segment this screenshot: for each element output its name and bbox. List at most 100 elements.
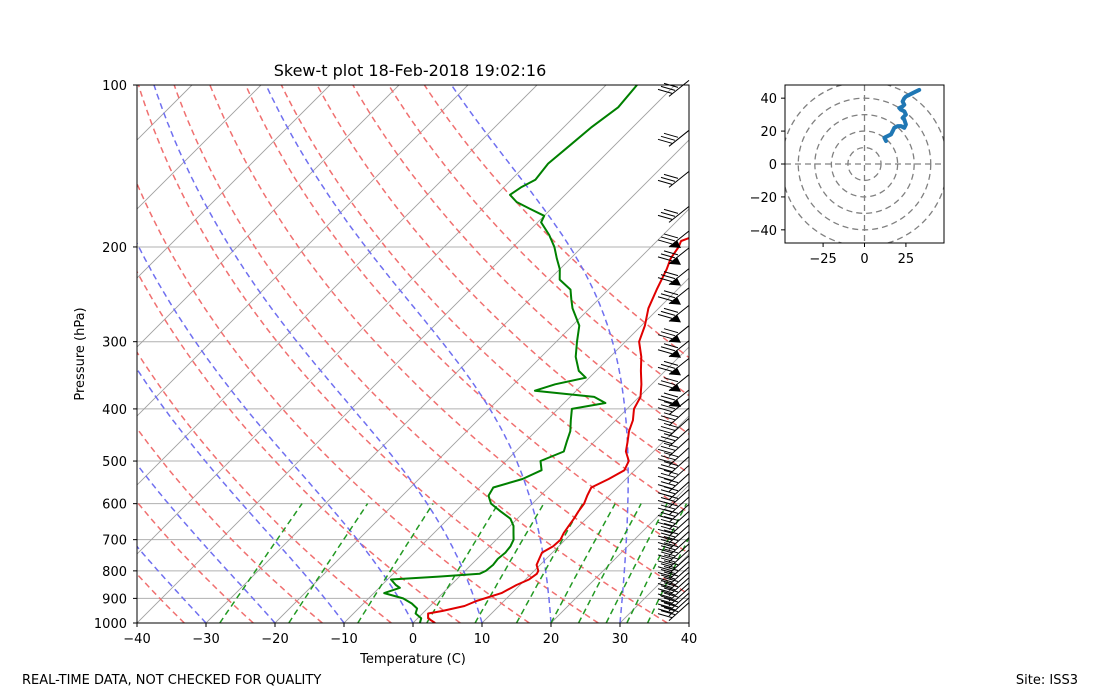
- dewpoint-line: [383, 85, 638, 623]
- wind-barb: [657, 602, 690, 622]
- wind-barb-feather: [657, 613, 673, 619]
- wind-barb-staff: [668, 205, 690, 223]
- dry-adiabat-270: [137, 350, 392, 623]
- wind-barb-staff: [668, 407, 690, 427]
- wind-barb-feather: [657, 313, 673, 319]
- wind-barb-staff: [668, 587, 690, 607]
- wind-barb-feather: [660, 331, 676, 337]
- isotherm--110: [137, 85, 193, 141]
- wind-barb-flag: [669, 239, 681, 248]
- wind-barb: [657, 597, 690, 617]
- wind-barb: [657, 129, 690, 147]
- wind-barb-feather: [660, 472, 676, 478]
- wind-barb-feather: [660, 293, 676, 299]
- wind-barb-flag: [669, 296, 681, 305]
- mixing-ratio-line: [577, 503, 642, 623]
- wind-barb-feather: [660, 610, 676, 616]
- y-tick-label: 100: [102, 79, 127, 94]
- wind-barb-feather: [657, 428, 673, 434]
- wind-barb-feather: [657, 603, 673, 609]
- skewt-plot: Skew-t plot 18-Feb-2018 19:02:16 −40 −30−…: [73, 61, 698, 667]
- hodograph-x-tick-label: 25: [898, 252, 915, 267]
- wind-barb-feather: [663, 132, 679, 138]
- isotherm--80: [137, 85, 400, 348]
- wind-barb: [657, 543, 690, 563]
- x-tick-label: 40: [681, 632, 698, 647]
- wind-barb-feather: [663, 542, 679, 548]
- wind-barb-feather: [660, 346, 676, 352]
- y-tick-label: 400: [102, 403, 127, 418]
- hodograph-x-tick-label: −25: [809, 252, 836, 267]
- isotherm--70: [137, 85, 469, 417]
- wind-barb-staff: [668, 129, 690, 147]
- x-tick-label: −40: [123, 632, 150, 647]
- wind-barb-feather: [663, 529, 679, 535]
- wind-barb-feather: [660, 511, 676, 517]
- wind-barb-feather: [663, 592, 679, 598]
- wind-barb-feather: [657, 598, 673, 604]
- wind-barb-flag: [669, 367, 681, 376]
- wind-barb-feather: [657, 277, 673, 283]
- wind-barb-staff: [668, 456, 690, 476]
- wind-barb: [657, 592, 690, 612]
- hodograph-y-tick-label: −40: [750, 224, 777, 239]
- wind-barb: [657, 268, 690, 286]
- wind-barb-staff: [668, 597, 690, 617]
- wind-barb-staff: [668, 549, 690, 569]
- dry-adiabat-380: [423, 85, 689, 359]
- wind-barb-feather: [660, 563, 676, 569]
- wind-barb-staff: [668, 566, 690, 586]
- isotherm-40: [688, 622, 689, 623]
- y-tick-label: 900: [102, 592, 127, 607]
- wind-barb: [657, 418, 690, 437]
- y-tick-label: 300: [102, 336, 127, 351]
- wind-barb-feather: [657, 418, 673, 424]
- wind-barb-feather: [660, 274, 676, 280]
- wind-barb-feather: [657, 407, 673, 413]
- wind-barb-flag: [669, 277, 681, 286]
- x-tick-label: −30: [192, 632, 219, 647]
- wind-barb-staff: [668, 572, 690, 591]
- x-tick-label: 30: [612, 632, 629, 647]
- wind-barb: [657, 171, 690, 188]
- x-tick-label: 0: [409, 632, 417, 647]
- wind-barb-feather: [657, 239, 673, 245]
- wind-barb-feather: [657, 467, 673, 473]
- wind-barb-feather: [660, 395, 676, 401]
- y-axis-label: Pressure (hPa): [73, 307, 88, 400]
- wind-barb-feather: [657, 588, 673, 594]
- isotherm-30: [619, 553, 689, 623]
- wind-barb-feather: [657, 566, 673, 572]
- wind-barb-flag: [669, 314, 681, 323]
- wind-barb-feather: [660, 568, 676, 574]
- wind-barb-feather: [663, 576, 679, 582]
- y-tick-label: 600: [102, 498, 127, 513]
- isotherm-20: [550, 484, 689, 623]
- wind-barb-feather: [663, 597, 679, 603]
- wind-barb-feather: [663, 442, 679, 448]
- wind-barb-feather: [657, 458, 673, 464]
- wind-barb-feather: [660, 211, 676, 217]
- isotherm--30: [205, 139, 689, 623]
- wind-barb-staff: [668, 418, 690, 437]
- wind-barb: [657, 511, 690, 530]
- wind-barb-flag: [669, 349, 681, 358]
- wind-barb-staff: [668, 437, 690, 457]
- hodograph-y-tick-label: 0: [769, 158, 777, 173]
- wind-barb-feather: [660, 481, 676, 487]
- y-tick-label: 200: [102, 241, 127, 256]
- moist-adiabat-30: [450, 85, 629, 623]
- wind-barb-feather: [657, 179, 673, 185]
- wind-barb-feather: [657, 296, 673, 302]
- wind-barb-feather: [663, 401, 679, 407]
- wind-barb-feather: [660, 425, 676, 431]
- x-tick-label: 10: [474, 632, 491, 647]
- y-axis-ticks: 100 200 300 400 500 600 700 800 900 1000: [94, 79, 137, 632]
- wind-barb-feather: [660, 135, 676, 141]
- wind-barb: [657, 587, 690, 607]
- wind-barb-feather: [660, 455, 676, 461]
- hodograph-ticks: −25 0 25 40 20 0 −20 −40: [750, 92, 915, 267]
- wind-barb: [657, 340, 690, 358]
- wind-barb-feather: [663, 554, 679, 560]
